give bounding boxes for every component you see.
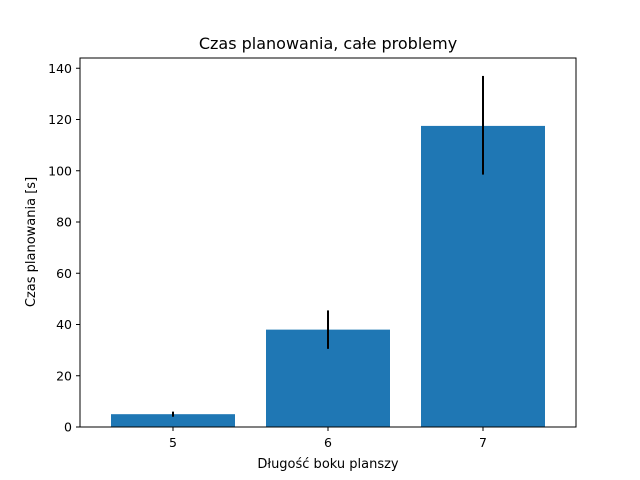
y-tick-label-100: 100 <box>48 163 72 178</box>
bar-7 <box>421 125 545 427</box>
y-axis-label: Czas planowania [s] <box>24 177 39 307</box>
y-tick-label-120: 120 <box>48 112 72 127</box>
x-tick-label-7: 7 <box>479 435 487 450</box>
y-tick-label-80: 80 <box>56 215 72 230</box>
y-tick-label-60: 60 <box>56 266 72 281</box>
y-tick-label-0: 0 <box>64 420 72 435</box>
x-axis: 5 6 7 <box>169 427 487 450</box>
plot-frame <box>79 57 577 428</box>
bar-5 <box>111 414 235 427</box>
x-tick-label-5: 5 <box>169 435 177 450</box>
x-tick-label-6: 6 <box>324 435 332 450</box>
error-bars-layer <box>172 75 484 417</box>
chart-title: Czas planowania, całe problemy <box>199 34 457 53</box>
y-tick-label-40: 40 <box>56 317 72 332</box>
x-axis-label: Długość boku planszy <box>257 457 399 472</box>
y-axis: 0 20 40 60 80 100 120 140 <box>48 61 80 435</box>
y-tick-label-20: 20 <box>56 368 72 383</box>
bars-layer <box>111 125 545 427</box>
y-tick-label-140: 140 <box>48 61 72 76</box>
